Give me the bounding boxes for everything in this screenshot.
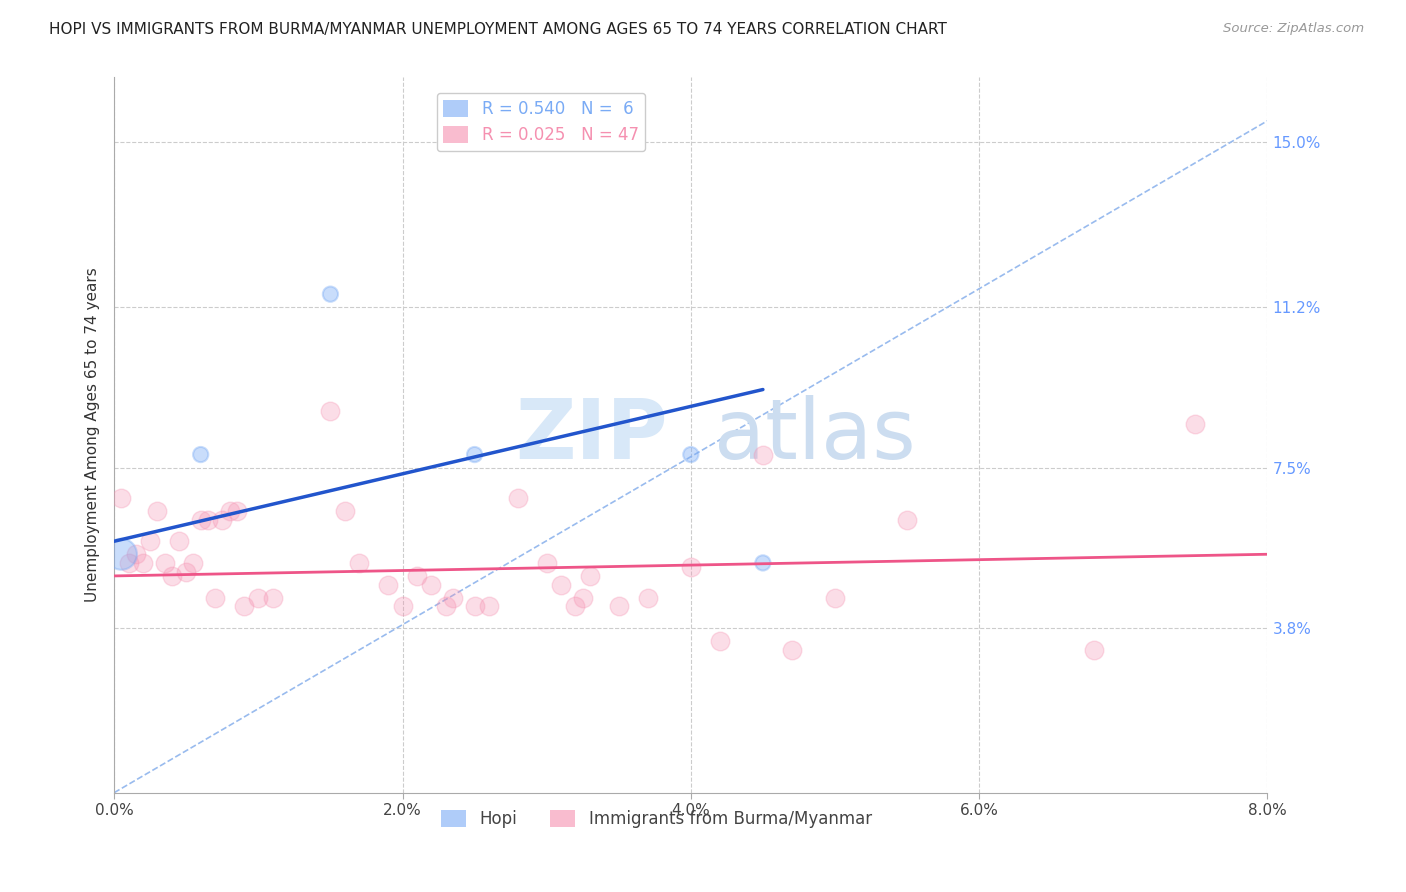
Text: ZIP: ZIP xyxy=(515,394,668,475)
Point xyxy=(153,556,176,570)
Point xyxy=(132,556,155,570)
Point xyxy=(110,491,132,505)
Point xyxy=(117,556,139,570)
Point xyxy=(146,504,169,518)
Text: atlas: atlas xyxy=(714,394,915,475)
Point xyxy=(174,565,197,579)
Point xyxy=(218,504,240,518)
Point xyxy=(160,569,183,583)
Point xyxy=(780,642,803,657)
Point xyxy=(225,504,247,518)
Point xyxy=(1083,642,1105,657)
Point xyxy=(709,634,731,648)
Point xyxy=(262,591,284,605)
Point xyxy=(139,534,162,549)
Point xyxy=(571,591,593,605)
Point xyxy=(637,591,659,605)
Point xyxy=(391,599,413,614)
Point xyxy=(434,599,457,614)
Point xyxy=(564,599,586,614)
Point xyxy=(478,599,501,614)
Point xyxy=(752,448,775,462)
Text: Source: ZipAtlas.com: Source: ZipAtlas.com xyxy=(1223,22,1364,36)
Point xyxy=(752,556,775,570)
Point xyxy=(1184,417,1206,432)
Point xyxy=(377,577,399,591)
Point xyxy=(679,448,702,462)
Point xyxy=(204,591,226,605)
Point xyxy=(679,560,702,574)
Point xyxy=(464,599,486,614)
Point xyxy=(190,512,212,526)
Point xyxy=(319,287,342,301)
Point xyxy=(125,547,148,561)
Point xyxy=(607,599,630,614)
Point xyxy=(232,599,254,614)
Point xyxy=(319,404,342,418)
Point xyxy=(406,569,429,583)
Point xyxy=(211,512,233,526)
Legend: Hopi, Immigrants from Burma/Myanmar: Hopi, Immigrants from Burma/Myanmar xyxy=(434,803,879,834)
Point xyxy=(824,591,846,605)
Point xyxy=(464,448,486,462)
Point xyxy=(896,512,918,526)
Text: HOPI VS IMMIGRANTS FROM BURMA/MYANMAR UNEMPLOYMENT AMONG AGES 65 TO 74 YEARS COR: HOPI VS IMMIGRANTS FROM BURMA/MYANMAR UN… xyxy=(49,22,948,37)
Point xyxy=(579,569,602,583)
Point xyxy=(349,556,371,570)
Point xyxy=(110,547,132,561)
Point xyxy=(536,556,558,570)
Point xyxy=(420,577,443,591)
Point xyxy=(333,504,356,518)
Point xyxy=(550,577,572,591)
Point xyxy=(247,591,270,605)
Point xyxy=(167,534,190,549)
Point xyxy=(441,591,464,605)
Point xyxy=(183,556,205,570)
Y-axis label: Unemployment Among Ages 65 to 74 years: Unemployment Among Ages 65 to 74 years xyxy=(86,268,100,602)
Point xyxy=(190,448,212,462)
Point xyxy=(506,491,529,505)
Point xyxy=(197,512,219,526)
